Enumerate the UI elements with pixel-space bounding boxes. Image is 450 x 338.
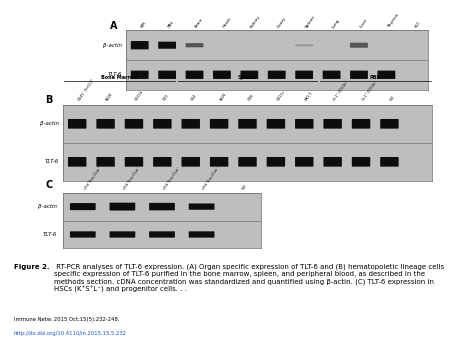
- Text: Spleen: Spleen: [304, 14, 316, 29]
- FancyBboxPatch shape: [267, 119, 285, 129]
- FancyBboxPatch shape: [149, 231, 175, 238]
- FancyBboxPatch shape: [210, 157, 228, 167]
- FancyBboxPatch shape: [181, 157, 200, 167]
- Text: PBL: PBL: [370, 75, 381, 80]
- Text: CD11b: CD11b: [134, 90, 144, 102]
- Text: β-actin: β-actin: [40, 121, 59, 126]
- FancyBboxPatch shape: [153, 157, 171, 167]
- Text: B220: B220: [106, 92, 114, 102]
- FancyBboxPatch shape: [131, 71, 148, 79]
- Text: TLT-6: TLT-6: [108, 72, 122, 77]
- Text: Bone Marrow: Bone Marrow: [101, 75, 138, 80]
- Text: Lung: Lung: [332, 18, 341, 29]
- Text: Gr-1⁺,CD11b⁺: Gr-1⁺,CD11b⁺: [333, 79, 350, 102]
- FancyBboxPatch shape: [158, 71, 176, 79]
- Text: c-Kit⁺Sca-1⁾Lin⁻: c-Kit⁺Sca-1⁾Lin⁻: [83, 165, 102, 190]
- FancyBboxPatch shape: [185, 43, 203, 47]
- Text: CD8: CD8: [248, 93, 255, 102]
- FancyBboxPatch shape: [352, 119, 370, 129]
- Text: B: B: [45, 95, 52, 105]
- FancyBboxPatch shape: [295, 44, 313, 46]
- Text: PBL: PBL: [167, 20, 175, 29]
- Text: N.C: N.C: [389, 94, 396, 102]
- Text: A: A: [110, 21, 118, 31]
- FancyBboxPatch shape: [153, 119, 171, 129]
- FancyBboxPatch shape: [350, 43, 368, 48]
- FancyBboxPatch shape: [185, 71, 203, 79]
- FancyBboxPatch shape: [189, 231, 215, 238]
- FancyBboxPatch shape: [189, 203, 215, 210]
- FancyBboxPatch shape: [125, 157, 143, 167]
- FancyBboxPatch shape: [213, 71, 231, 79]
- FancyBboxPatch shape: [70, 203, 96, 210]
- FancyBboxPatch shape: [240, 71, 258, 79]
- Text: Heart: Heart: [222, 17, 232, 29]
- Text: CD3: CD3: [162, 93, 170, 102]
- Text: Thymus: Thymus: [387, 13, 400, 29]
- Text: N.C: N.C: [241, 183, 248, 190]
- Text: BM: BM: [140, 21, 147, 29]
- FancyBboxPatch shape: [324, 119, 342, 129]
- FancyBboxPatch shape: [149, 203, 175, 210]
- Text: Liver: Liver: [359, 18, 369, 29]
- FancyBboxPatch shape: [68, 119, 86, 129]
- Text: Kidney: Kidney: [249, 14, 261, 29]
- FancyBboxPatch shape: [324, 157, 342, 167]
- FancyBboxPatch shape: [295, 157, 314, 167]
- FancyBboxPatch shape: [125, 119, 143, 129]
- FancyBboxPatch shape: [109, 203, 135, 211]
- FancyBboxPatch shape: [380, 119, 399, 129]
- Text: Ovary: Ovary: [277, 16, 288, 29]
- Text: c-Kit⁺Sca-1⁾Lin⁻: c-Kit⁺Sca-1⁾Lin⁻: [162, 165, 181, 190]
- Text: Gr-1⁺,CD11b⁻: Gr-1⁺,CD11b⁻: [361, 79, 378, 102]
- Text: N.C: N.C: [414, 20, 422, 29]
- FancyBboxPatch shape: [380, 157, 399, 167]
- FancyBboxPatch shape: [350, 71, 368, 79]
- FancyBboxPatch shape: [268, 71, 286, 79]
- Text: CD45⁻,Ter119⁺: CD45⁻,Ter119⁺: [77, 77, 96, 102]
- FancyBboxPatch shape: [295, 71, 313, 79]
- Text: Spleen: Spleen: [238, 75, 257, 80]
- Text: http://dx.doi.org/10.4110/in.2015.15.5.232: http://dx.doi.org/10.4110/in.2015.15.5.2…: [14, 331, 126, 336]
- FancyBboxPatch shape: [70, 231, 96, 238]
- FancyBboxPatch shape: [238, 157, 257, 167]
- Text: Brain: Brain: [194, 17, 204, 29]
- FancyBboxPatch shape: [238, 119, 257, 129]
- FancyBboxPatch shape: [210, 119, 228, 129]
- Text: NK1.1: NK1.1: [304, 91, 314, 102]
- Text: B220: B220: [219, 92, 228, 102]
- FancyBboxPatch shape: [109, 231, 135, 238]
- Text: C: C: [45, 179, 52, 190]
- Text: Figure 2.: Figure 2.: [14, 264, 49, 270]
- Text: Immune Netw. 2015 Oct;15(5):232-248.: Immune Netw. 2015 Oct;15(5):232-248.: [14, 317, 119, 322]
- FancyBboxPatch shape: [68, 157, 86, 167]
- FancyBboxPatch shape: [267, 157, 285, 167]
- FancyBboxPatch shape: [181, 119, 200, 129]
- FancyBboxPatch shape: [378, 71, 395, 79]
- Text: β-actin: β-actin: [38, 204, 57, 209]
- Text: β-actin: β-actin: [103, 43, 122, 48]
- Text: TLT-6: TLT-6: [43, 232, 57, 237]
- FancyBboxPatch shape: [96, 119, 115, 129]
- Text: TLT-6: TLT-6: [45, 159, 59, 164]
- FancyBboxPatch shape: [323, 71, 341, 79]
- FancyBboxPatch shape: [96, 157, 115, 167]
- FancyBboxPatch shape: [352, 157, 370, 167]
- Text: CD11c: CD11c: [276, 90, 286, 102]
- Text: CD4: CD4: [191, 93, 198, 102]
- FancyBboxPatch shape: [158, 42, 176, 49]
- Text: c-Kit⁺Sca-1⁾Lin⁻: c-Kit⁺Sca-1⁾Lin⁻: [122, 165, 142, 190]
- Text: RT-PCR analyses of TLT-6 expression. (A) Organ specific expression of TLT-6 and : RT-PCR analyses of TLT-6 expression. (A)…: [54, 264, 444, 293]
- FancyBboxPatch shape: [131, 41, 148, 49]
- Text: c-Kit⁺Sca-1⁾Lin⁻: c-Kit⁺Sca-1⁾Lin⁻: [202, 165, 221, 190]
- FancyBboxPatch shape: [295, 119, 314, 129]
